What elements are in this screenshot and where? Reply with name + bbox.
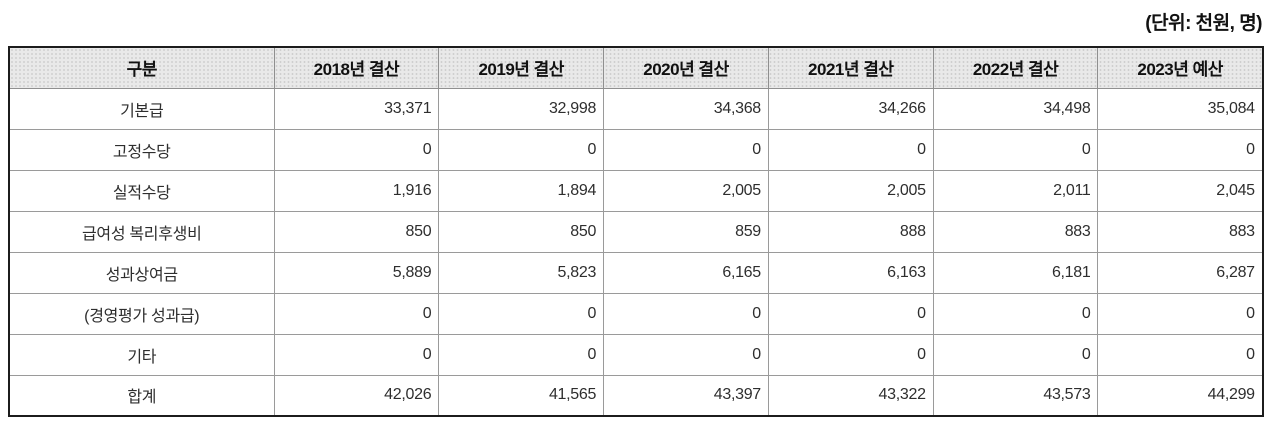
value-cell: 0 bbox=[273, 292, 440, 335]
row-label: 성과상여금 bbox=[8, 251, 275, 294]
header-cell-year: 2019년 결산 bbox=[438, 46, 605, 89]
header-cell-category: 구분 bbox=[8, 46, 275, 89]
unit-label: (단위: 천원, 명) bbox=[1145, 13, 1262, 34]
value-cell: 6,181 bbox=[932, 251, 1099, 294]
value-cell: 43,397 bbox=[603, 374, 769, 417]
value-cell: 0 bbox=[438, 292, 605, 335]
value-cell: 0 bbox=[273, 128, 440, 171]
row-label: 기본급 bbox=[8, 87, 275, 130]
value-cell: 35,084 bbox=[1097, 87, 1264, 130]
value-cell: 0 bbox=[1097, 292, 1264, 335]
value-cell: 34,368 bbox=[603, 87, 769, 130]
value-cell: 34,266 bbox=[767, 87, 934, 130]
row-label: (경영평가 성과급) bbox=[8, 292, 275, 335]
value-cell: 5,823 bbox=[438, 251, 605, 294]
value-cell: 34,498 bbox=[932, 87, 1099, 130]
value-cell: 850 bbox=[438, 210, 605, 253]
value-cell: 2,005 bbox=[603, 169, 769, 212]
header-row: 구분 2018년 결산 2019년 결산 2020년 결산 2021년 결산 2022년 … bbox=[8, 46, 1264, 89]
row-label: 합계 bbox=[8, 374, 275, 417]
table-row: 성과상여금 5,889 5,823 6,165 6,163 6,181 6,287 bbox=[8, 251, 1264, 294]
table-row: (경영평가 성과급) 0 0 0 0 0 0 bbox=[8, 292, 1264, 335]
value-cell: 0 bbox=[1097, 128, 1264, 171]
table-row: 기본급 33,371 32,998 34,368 34,266 34,498 35,084 bbox=[8, 87, 1264, 130]
value-cell: 883 bbox=[1097, 210, 1264, 253]
header-cell-year: 2023년 예산 bbox=[1097, 46, 1264, 89]
value-cell: 2,045 bbox=[1097, 169, 1264, 212]
value-cell: 2,011 bbox=[932, 169, 1099, 212]
table-row: 고정수당 0 0 0 0 0 0 bbox=[8, 128, 1264, 171]
value-cell: 888 bbox=[767, 210, 934, 253]
value-cell: 0 bbox=[932, 333, 1099, 376]
header-cell-year: 2018년 결산 bbox=[273, 46, 440, 89]
value-cell: 41,565 bbox=[438, 374, 605, 417]
value-cell: 0 bbox=[767, 333, 934, 376]
value-cell: 883 bbox=[932, 210, 1099, 253]
table-row: 합계 42,026 41,565 43,397 43,322 43,573 44,299 bbox=[8, 374, 1264, 417]
value-cell: 42,026 bbox=[273, 374, 440, 417]
value-cell: 0 bbox=[767, 128, 934, 171]
value-cell: 44,299 bbox=[1097, 374, 1264, 417]
value-cell: 0 bbox=[1097, 333, 1264, 376]
value-cell: 0 bbox=[273, 333, 440, 376]
row-label: 급여성 복리후생비 bbox=[8, 210, 275, 253]
value-cell: 43,322 bbox=[767, 374, 934, 417]
value-cell: 0 bbox=[603, 333, 769, 376]
value-cell: 0 bbox=[603, 292, 769, 335]
value-cell: 5,889 bbox=[273, 251, 440, 294]
value-cell: 0 bbox=[603, 128, 769, 171]
value-cell: 0 bbox=[438, 128, 605, 171]
value-cell: 32,998 bbox=[438, 87, 605, 130]
row-label: 고정수당 bbox=[8, 128, 275, 171]
value-cell: 1,894 bbox=[438, 169, 605, 212]
header-cell-year: 2022년 결산 bbox=[932, 46, 1099, 89]
value-cell: 0 bbox=[438, 333, 605, 376]
value-cell: 1,916 bbox=[273, 169, 440, 212]
row-label: 기타 bbox=[8, 333, 275, 376]
row-label: 실적수당 bbox=[8, 169, 275, 212]
value-cell: 850 bbox=[273, 210, 440, 253]
header-cell-year: 2021년 결산 bbox=[767, 46, 934, 89]
value-cell: 6,163 bbox=[767, 251, 934, 294]
table-row: 기타 0 0 0 0 0 0 bbox=[8, 333, 1264, 376]
budget-table: 구분 2018년 결산 2019년 결산 2020년 결산 2021년 결산 2022년 … bbox=[8, 46, 1264, 417]
table-row: 실적수당 1,916 1,894 2,005 2,005 2,011 2,045 bbox=[8, 169, 1264, 212]
value-cell: 859 bbox=[603, 210, 769, 253]
table-row: 급여성 복리후생비 850 850 859 888 883 883 bbox=[8, 210, 1264, 253]
value-cell: 43,573 bbox=[932, 374, 1099, 417]
value-cell: 33,371 bbox=[273, 87, 440, 130]
value-cell: 0 bbox=[767, 292, 934, 335]
value-cell: 6,165 bbox=[603, 251, 769, 294]
value-cell: 2,005 bbox=[767, 169, 934, 212]
value-cell: 0 bbox=[932, 292, 1099, 335]
value-cell: 0 bbox=[932, 128, 1099, 171]
value-cell: 6,287 bbox=[1097, 251, 1264, 294]
header-cell-year: 2020년 결산 bbox=[603, 46, 769, 89]
